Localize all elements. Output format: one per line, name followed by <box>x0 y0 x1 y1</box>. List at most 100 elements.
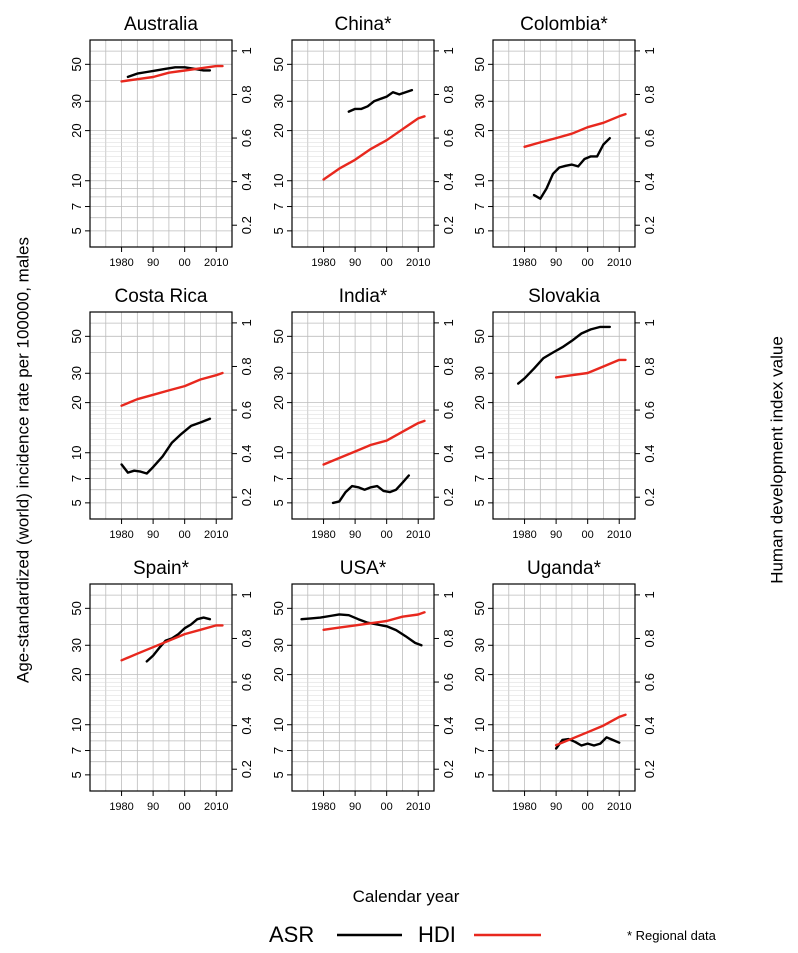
hdi-line-slovakia <box>554 358 627 379</box>
y-axis-title-text: Age-standardized (world) incidence rate … <box>13 237 32 683</box>
y-tick-label: 30 <box>271 366 286 380</box>
y-tick-label: 50 <box>271 57 286 71</box>
asr-line-spain <box>145 616 212 663</box>
x-tick-label: 00 <box>381 257 393 269</box>
x-tick-label: 90 <box>349 529 361 541</box>
x-tick-label: 90 <box>147 801 159 813</box>
panel-india: India* 1980 90 00 2010 5 7 10 20 30 50 0.2 0.4 0.6 0.8… <box>271 286 456 541</box>
y-tick-label: 50 <box>472 57 487 71</box>
x-tick-label: 2010 <box>406 801 430 813</box>
y-tick-label: 20 <box>69 395 84 409</box>
y2-tick-label: 0.2 <box>239 760 254 778</box>
y2-tick-label: 0.2 <box>441 488 456 506</box>
hdi-line-usa <box>322 611 426 631</box>
panel-spain: Spain* 1980 90 00 2010 5 7 10 20 30 50 0.2 0.4 0.6 0.8… <box>69 558 254 813</box>
panel-title: Costa Rica <box>115 286 208 307</box>
y-tick-label: 5 <box>472 227 487 234</box>
plot-frame <box>89 39 233 248</box>
hdi-line-colombia <box>523 112 627 149</box>
panel-title: USA* <box>340 558 387 579</box>
panel-title: China* <box>334 14 392 35</box>
x-tick-label: 90 <box>550 801 562 813</box>
y2-tick-label: 0.8 <box>642 357 657 375</box>
y-tick-label: 30 <box>472 366 487 380</box>
y-tick-label: 10 <box>69 173 84 187</box>
y2-tick-label: 0.8 <box>239 85 254 103</box>
y2-tick-label: 0.8 <box>239 357 254 375</box>
y-tick-label: 7 <box>271 203 286 210</box>
y2-tick-label: 1 <box>239 591 254 598</box>
panel-china: China* 1980 90 00 2010 5 7 10 20 30 50 0.2 0.4 0.6 0.8… <box>271 14 456 269</box>
panel-title: Colombia* <box>520 14 608 35</box>
y-tick-label: 30 <box>472 638 487 652</box>
asr-line-china <box>347 88 414 113</box>
y2-axis-title-right: Human development index value <box>767 336 786 584</box>
y-tick-label: 50 <box>69 601 84 615</box>
y-tick-label: 7 <box>271 475 286 482</box>
y-tick-label: 10 <box>271 173 286 187</box>
asr-line-usa <box>300 613 423 647</box>
y2-tick-label: 0.8 <box>239 629 254 647</box>
hdi-line-costa-rica <box>120 371 224 407</box>
panel-uganda: Uganda* 1980 90 00 2010 5 7 10 20 30 50 0.2 0.4 0.6 0.… <box>472 558 657 813</box>
x-tick-label: 00 <box>582 257 594 269</box>
hdi-line-india <box>322 419 426 466</box>
panel-australia: Australia 1980 90 00 2010 5 7 10 20 30 50 0.2 0.4 0.6… <box>69 14 254 269</box>
y-tick-label: 20 <box>472 395 487 409</box>
x-tick-label: 1980 <box>512 257 536 269</box>
panel-title: India* <box>339 286 388 307</box>
y-tick-label: 50 <box>69 57 84 71</box>
y2-tick-label: 0.2 <box>642 488 657 506</box>
asr-line-colombia <box>532 136 611 200</box>
y-tick-label: 50 <box>271 601 286 615</box>
y-tick-label: 5 <box>271 771 286 778</box>
y-tick-label: 30 <box>69 366 84 380</box>
x-tick-label: 00 <box>381 801 393 813</box>
asr-line-costa-rica <box>120 417 212 475</box>
x-tick-label: 00 <box>179 257 191 269</box>
y-tick-label: 7 <box>69 747 84 754</box>
y2-tick-label: 1 <box>441 591 456 598</box>
y2-tick-label: 0.2 <box>642 216 657 234</box>
y2-tick-label: 0.6 <box>642 673 657 691</box>
y2-tick-label: 0.4 <box>441 445 456 463</box>
y-tick-label: 7 <box>472 203 487 210</box>
y-tick-label: 7 <box>472 475 487 482</box>
y2-tick-label: 0.4 <box>239 717 254 735</box>
y-tick-label: 5 <box>271 227 286 234</box>
panel-costa-rica: Costa Rica 1980 90 00 2010 5 7 10 20 30 50 0.2 0.4 0.… <box>69 286 254 541</box>
y2-tick-label: 0.4 <box>441 717 456 735</box>
y-tick-label: 30 <box>69 638 84 652</box>
y2-tick-label: 0.4 <box>441 173 456 191</box>
asr-line-slovakia <box>517 325 611 385</box>
y-tick-label: 30 <box>69 94 84 108</box>
x-tick-label: 1980 <box>109 529 133 541</box>
y2-tick-label: 0.6 <box>239 673 254 691</box>
y-tick-label: 30 <box>271 94 286 108</box>
y2-tick-label: 0.6 <box>441 401 456 419</box>
hdi-line-uganda <box>554 713 627 747</box>
x-tick-label: 1980 <box>311 801 335 813</box>
plot-frame <box>89 583 233 792</box>
y-tick-label: 10 <box>69 717 84 731</box>
y2-tick-label: 0.8 <box>642 85 657 103</box>
y-tick-label: 50 <box>472 601 487 615</box>
x-tick-label: 90 <box>147 257 159 269</box>
x-tick-label: 00 <box>179 529 191 541</box>
y2-tick-label: 0.6 <box>642 129 657 147</box>
y2-tick-label: 0.4 <box>642 445 657 463</box>
y2-tick-label: 1 <box>642 47 657 54</box>
x-tick-label: 90 <box>349 257 361 269</box>
x-tick-label: 90 <box>147 529 159 541</box>
x-tick-label: 2010 <box>204 529 228 541</box>
plot-frame <box>492 311 636 520</box>
y2-tick-label: 0.6 <box>239 401 254 419</box>
hdi-line-spain <box>120 624 224 662</box>
y2-tick-label: 0.6 <box>441 129 456 147</box>
panel-colombia: Colombia* 1980 90 00 2010 5 7 10 20 30 50 0.2 0.4 0.6… <box>472 14 657 269</box>
panel-title: Slovakia <box>528 286 600 307</box>
y-tick-label: 50 <box>69 329 84 343</box>
y2-tick-label: 0.4 <box>239 173 254 191</box>
x-tick-label: 2010 <box>204 257 228 269</box>
x-tick-label: 00 <box>582 529 594 541</box>
